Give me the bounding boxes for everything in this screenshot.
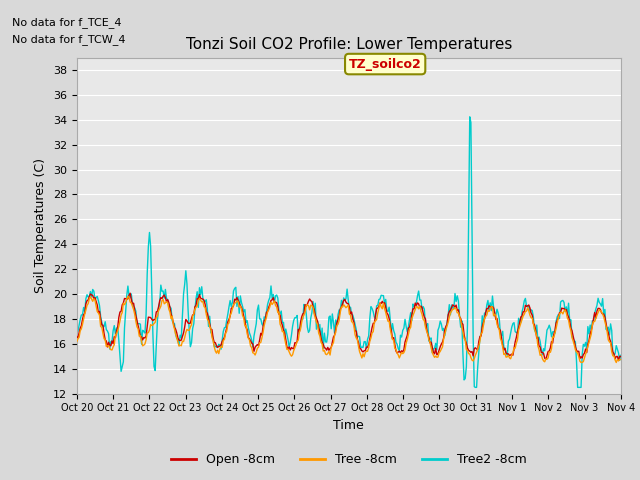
Line: Tree -8cm: Tree -8cm [77,297,621,362]
Tree -8cm [243,331,251,336]
Tree -8cm [124,294,132,300]
Tree2 -8cm [403,329,411,335]
Open -8cm [73,334,81,340]
Title: Tonzi Soil CO2 Profile: Lower Temperatures: Tonzi Soil CO2 Profile: Lower Temperatur… [186,37,512,52]
Text: No data for f_TCW_4: No data for f_TCW_4 [12,34,125,45]
Legend: Open -8cm, Tree -8cm, Tree2 -8cm: Open -8cm, Tree -8cm, Tree2 -8cm [166,448,532,471]
Y-axis label: Soil Temperatures (C): Soil Temperatures (C) [35,158,47,293]
Tree -8cm [378,306,386,312]
Tree2 -8cm [378,292,385,298]
Tree -8cm [577,360,585,365]
Tree2 -8cm [617,352,625,358]
Text: No data for f_TCE_4: No data for f_TCE_4 [12,17,121,28]
Tree -8cm [617,357,625,362]
Tree2 -8cm [302,311,310,316]
Tree -8cm [303,302,311,308]
Tree -8cm [73,339,81,345]
Line: Tree2 -8cm: Tree2 -8cm [77,117,621,387]
Open -8cm [126,290,134,296]
Tree2 -8cm [569,336,577,342]
Tree2 -8cm [73,331,81,336]
Tree -8cm [474,347,481,352]
Tree2 -8cm [472,384,479,390]
Tree -8cm [404,332,412,337]
Open -8cm [404,325,412,331]
Open -8cm [568,328,576,334]
Tree -8cm [568,335,576,340]
Line: Open -8cm: Open -8cm [77,293,621,360]
Open -8cm [303,301,311,307]
Tree2 -8cm [466,114,474,120]
Text: TZ_soilco2: TZ_soilco2 [349,58,422,71]
Tree2 -8cm [242,320,250,325]
Open -8cm [474,347,481,352]
Tree2 -8cm [475,348,483,354]
Open -8cm [617,354,625,360]
Open -8cm [614,358,622,363]
Open -8cm [378,299,386,304]
Open -8cm [243,326,251,332]
X-axis label: Time: Time [333,419,364,432]
